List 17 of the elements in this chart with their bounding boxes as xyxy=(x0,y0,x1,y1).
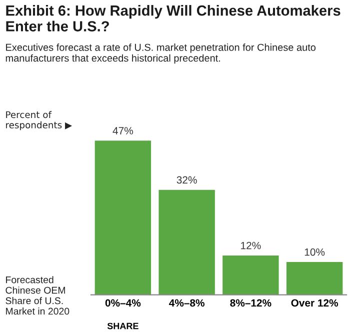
text: SHARE xyxy=(107,322,138,330)
data-label: 12% xyxy=(241,242,261,250)
bar xyxy=(94,140,152,295)
x-tick-label: 4%–8% xyxy=(169,299,204,307)
bar xyxy=(222,255,279,295)
data-label: 10% xyxy=(304,248,325,256)
y-axis-title: Percent of respondents ▶ xyxy=(6,111,72,130)
x-axis-title: Forecasted Chinese OEM Share of U.S. Market in 2020 xyxy=(6,276,70,315)
bar xyxy=(158,190,215,295)
data-label: 32% xyxy=(176,176,197,184)
bar xyxy=(286,262,343,295)
x-tick-label: Over 12% xyxy=(291,299,338,307)
chart-title: Exhibit 6: How Rapidly Will Chinese Automakers Enter the U.S.? xyxy=(6,5,340,32)
x-tick-label: 8%–12% xyxy=(230,299,272,307)
x-tick-label: 0%–4% xyxy=(105,299,141,307)
data-label: 47% xyxy=(112,127,133,134)
chart-subtitle: Executives forecast a rate of U.S. market penetration for Chinese auto manufacturers that exceeds historical precedent. xyxy=(6,44,316,64)
